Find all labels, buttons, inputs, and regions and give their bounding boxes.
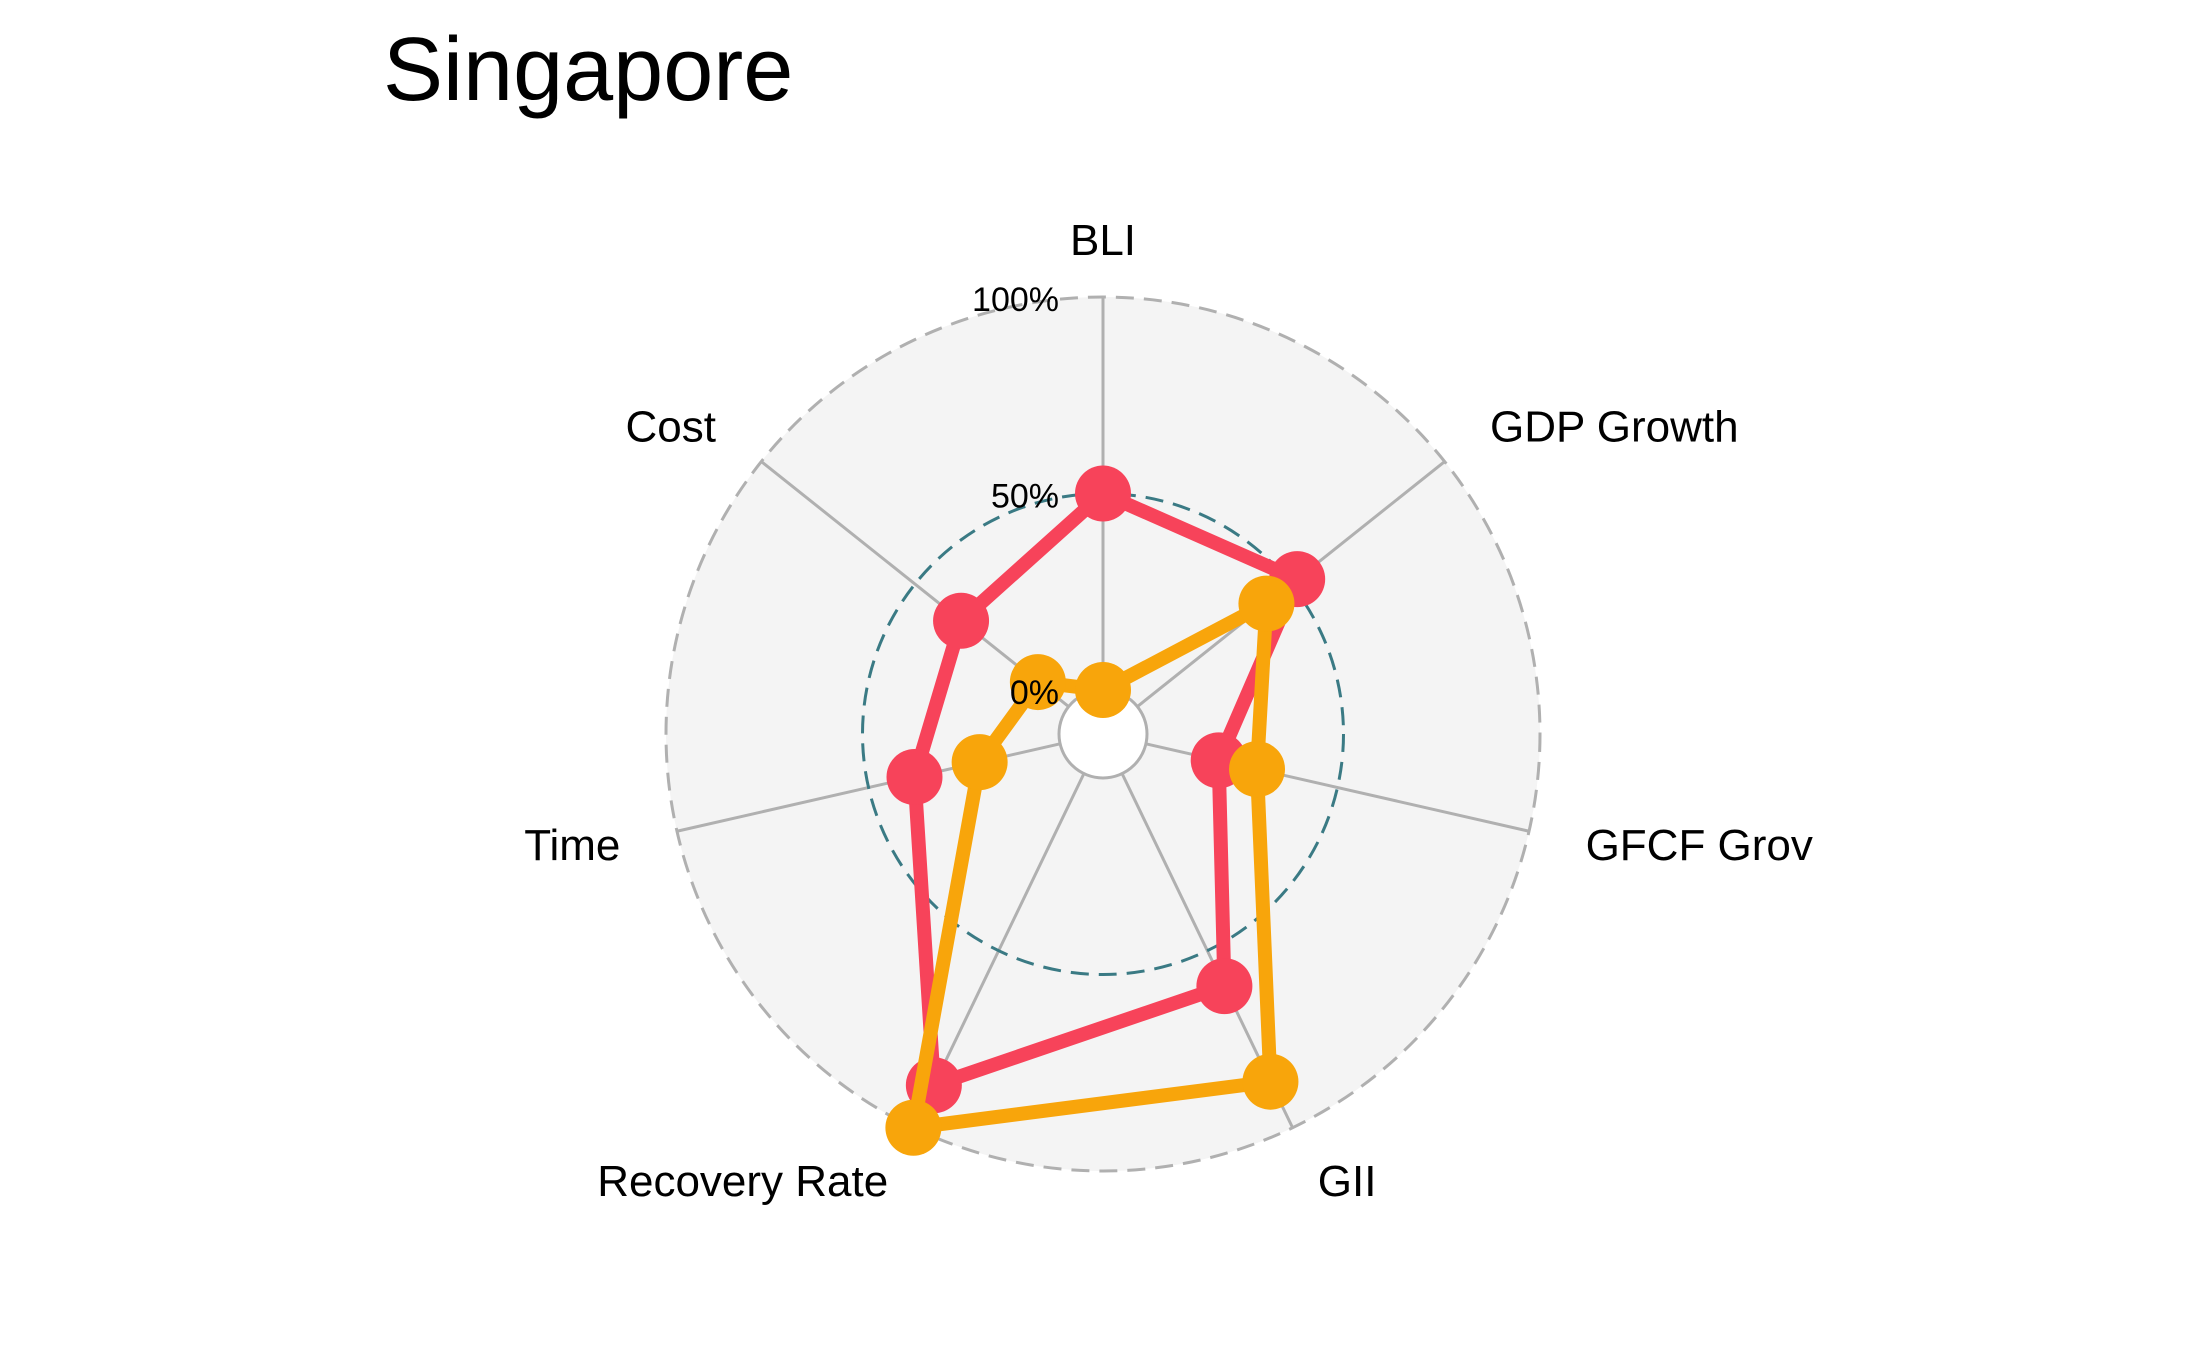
grid-layer [664,295,1542,1173]
axis-label: Recovery Rate [597,1157,888,1206]
axis-label: BLI [1070,216,1136,265]
radial-tick-label: 50% [991,478,1059,516]
series-point [1075,465,1131,522]
axis-label: Time [524,821,620,870]
series-point [1075,662,1131,718]
axis-label: GDP Growth [1490,402,1739,451]
axis-label: Cost [626,402,716,451]
series-point [1242,1053,1299,1110]
chart-title: Singapore [383,20,793,120]
series-point [951,734,1008,791]
series-point [1238,575,1295,632]
series-point [1229,741,1286,798]
axis-label: GFCF Grov [1586,821,1813,870]
grid-outer-ring [664,295,1542,1173]
series-1 [885,575,1299,1156]
label-layer: 0% 50% 100% BLI GDP Growth GFCF Grov GII Recove… [524,216,1813,1206]
series-point [933,592,990,649]
series-point [885,1099,942,1156]
radial-tick-label: 0% [1010,674,1059,712]
series-point [1009,654,1066,711]
series-point [1196,958,1253,1015]
axis-label: GII [1318,1157,1377,1206]
series-layer [885,465,1326,1156]
radial-tick-label: 100% [972,281,1059,319]
series-point [886,749,943,806]
